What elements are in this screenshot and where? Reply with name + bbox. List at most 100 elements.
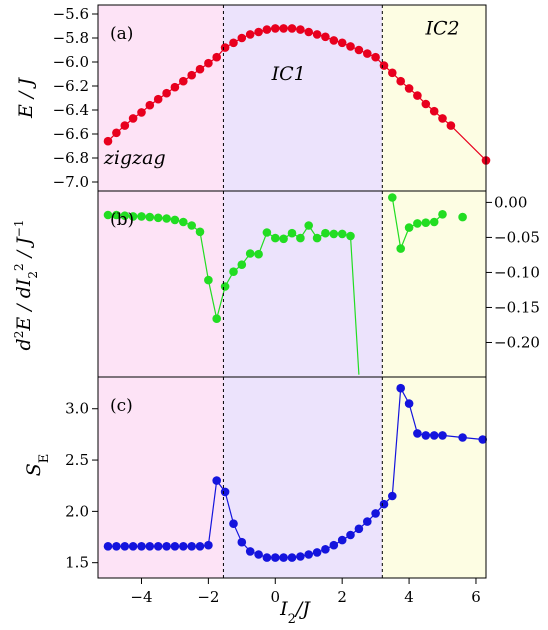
panel-a-data-point	[120, 121, 130, 130]
panel-a-data-point	[312, 30, 322, 39]
panel-b-label: (b)	[110, 210, 134, 230]
panel-b-ytick-label: −0.05	[494, 228, 540, 246]
panel-b-data-point	[229, 267, 238, 277]
panel-b-data-point	[112, 210, 121, 220]
panel-b-data-point	[304, 221, 314, 230]
panel-b-data-point	[458, 212, 467, 222]
panel-b-data-point	[421, 218, 431, 227]
panel-c-data-point	[103, 542, 113, 551]
panel-b-data-point	[329, 229, 339, 239]
panel-a-data-point	[329, 36, 339, 45]
data-series	[103, 24, 491, 562]
panel-c-data-point	[337, 535, 347, 545]
panel-a-data-point	[262, 25, 272, 34]
panel-a-data-point	[170, 82, 180, 92]
panel-c-data-point	[237, 537, 247, 547]
panel-b-data-point	[128, 212, 138, 221]
panel-a-ytick-label: −6.0	[53, 53, 89, 71]
panel-c-data-point	[120, 542, 130, 551]
panel-b-data-point	[179, 217, 188, 227]
panel-c-data-point	[329, 540, 339, 550]
panel-c-data-point	[220, 487, 230, 497]
panel-c-data-point	[279, 553, 288, 562]
panel-b-data-point	[195, 227, 205, 237]
panel-b-data-point	[413, 219, 422, 228]
panel-a-ytick-label: −7.0	[53, 173, 89, 191]
region-label-zigzag: zigzag	[103, 147, 166, 169]
panel-b-ylabel: d2E / dI22 / J−1	[12, 220, 40, 351]
panel-b-data-point	[145, 212, 155, 222]
panel-c-data-point	[396, 383, 406, 393]
panel-a-data-point	[321, 32, 330, 42]
panel-b-data-point	[103, 210, 113, 220]
panel-b-data-point	[212, 314, 221, 324]
panel-c-data-point	[379, 499, 389, 509]
panel-c-frame	[97, 376, 487, 579]
panel-a-data-point	[179, 76, 188, 86]
panel-a-ytick-label: −6.4	[53, 101, 89, 119]
panel-b-data-point	[337, 229, 347, 239]
panel-a-data-point	[245, 30, 255, 39]
panel-a-data-point	[237, 33, 247, 43]
panel-b-data-point	[237, 260, 247, 270]
panel-b-data-point	[137, 212, 146, 221]
panel-a-data-point	[421, 99, 431, 109]
panel-c-data-point	[296, 552, 305, 561]
panel-b-data-point	[438, 210, 447, 219]
panel-c-data-point	[304, 550, 314, 559]
x-axis-title: I2/J	[279, 598, 311, 627]
panel-c-data-point	[312, 548, 322, 557]
panel-b-data-point	[262, 228, 272, 237]
panel-a-data-point	[162, 88, 171, 98]
panel-b-data-point	[312, 233, 322, 243]
panel-c-ytick-label: 2.5	[65, 451, 89, 469]
panel-a-ytick-label: −6.8	[53, 149, 89, 167]
panel-b-ytick-label: −0.10	[494, 263, 540, 281]
panel-c-data-point	[429, 431, 439, 440]
panel-c-data-point	[162, 542, 171, 551]
panel-b-data-point	[187, 221, 196, 230]
panel-a-data-point	[254, 27, 263, 37]
panel-b-data-point	[170, 215, 180, 225]
x-tick-label: 2	[337, 588, 347, 606]
x-tick-label: −2	[197, 588, 219, 606]
x-tick-label: −4	[130, 588, 152, 606]
panel-b-data-point	[287, 228, 297, 238]
panel-a-label: (a)	[110, 24, 133, 44]
panel-a-data-point	[212, 52, 221, 62]
panel-a-data-point	[379, 61, 389, 70]
panel-a-data-point	[103, 136, 113, 146]
panel-c-data-point	[137, 542, 146, 551]
panel-c-data-point	[262, 553, 272, 562]
regime-shading	[98, 5, 486, 578]
panel-a-data-point	[363, 49, 372, 58]
panel-b-zigzag-region	[98, 191, 224, 377]
panel-c-data-point	[371, 509, 380, 518]
panel-c-ytick-label: 2.0	[65, 502, 89, 520]
panel-c-data-point	[287, 553, 297, 562]
panel-a-ytick-label: −6.2	[53, 77, 89, 95]
panel-c-data-point	[438, 431, 447, 440]
panel-a-data-point	[346, 42, 355, 51]
panel-c-data-point	[346, 530, 355, 540]
panel-a-data-point	[388, 68, 397, 78]
panel-c-data-point	[421, 431, 431, 440]
panel-c-ylabel: SE	[23, 454, 52, 477]
panel-c-ic1-region	[223, 377, 383, 578]
panel-c-label: (c)	[110, 396, 133, 416]
panel-a-data-point	[429, 106, 439, 116]
panel-c-data-point	[254, 550, 263, 559]
panel-b-data-point	[321, 228, 330, 238]
panel-b-data-point	[245, 249, 255, 258]
panel-c-data-point	[204, 540, 213, 550]
panel-a-ytick-label: −6.6	[53, 125, 89, 143]
panel-c-data-point	[145, 542, 155, 551]
panel-b-data-point	[153, 213, 163, 223]
panel-a-data-point	[438, 114, 447, 123]
panel-b-data-point	[429, 217, 439, 227]
panel-b-data-point	[220, 282, 230, 291]
x-tick-label: 4	[404, 588, 414, 606]
panel-a-data-point	[271, 24, 280, 33]
panel-c-data-point	[170, 542, 180, 551]
